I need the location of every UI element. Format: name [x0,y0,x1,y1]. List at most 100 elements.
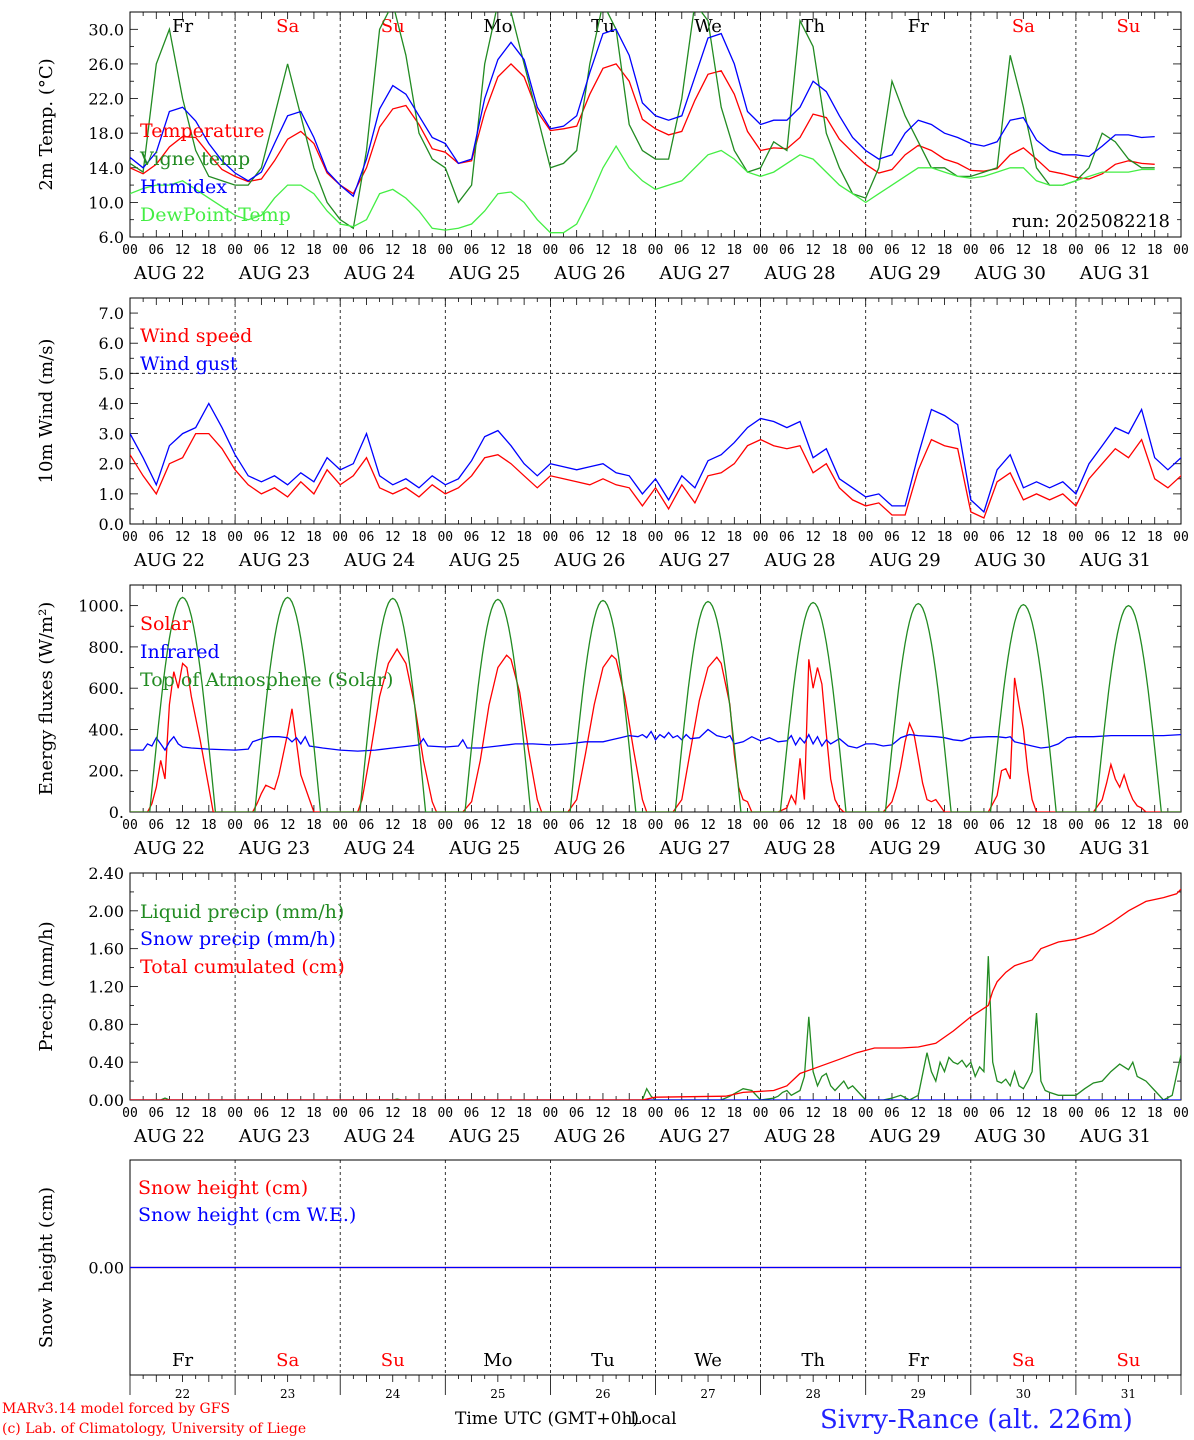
hour-tick-label: 18 [306,818,322,833]
hour-tick-label: 00 [1068,530,1084,545]
hour-tick-label: 06 [359,1106,375,1121]
day-number: 22 [175,1387,190,1401]
hour-tick-label: 06 [148,1106,164,1121]
hour-tick-label: 12 [700,1106,716,1121]
hour-tick-label: 18 [411,818,427,833]
y-tick-label: 0.00 [88,1259,124,1278]
y-tick-label: 26.0 [88,55,124,74]
series-temperature [130,62,1155,195]
date-label: AUG 26 [553,550,625,571]
hour-tick-label: 12 [175,530,191,545]
series-vigne-temp [130,12,1155,230]
hour-tick-label: 18 [937,818,953,833]
day-number: 31 [1121,1387,1136,1401]
hour-tick-label: 12 [490,1106,506,1121]
y-axis-title: Snow height (cm) [36,1187,57,1348]
hour-tick-label: 12 [700,243,716,258]
date-label: AUG 27 [658,550,730,571]
hour-tick-label: 06 [1094,1106,1110,1121]
hour-tick-label: 00 [963,530,979,545]
hour-tick-label: 00 [332,243,348,258]
hour-tick-label: 06 [779,1106,795,1121]
hour-tick-label: 00 [437,1106,453,1121]
weekday-label: Su [1116,1350,1140,1371]
weekday-label: Su [381,1350,405,1371]
y-tick-label: 30.0 [88,20,124,39]
hour-tick-label: 06 [674,243,690,258]
weekday-label: Mo [483,16,512,37]
hour-tick-label: 06 [359,530,375,545]
date-label: AUG 31 [1079,838,1151,859]
hour-tick-label: 12 [1016,1106,1032,1121]
date-label: AUG 26 [553,1126,625,1147]
y-tick-label: 2.40 [88,864,124,883]
hour-tick-label: 18 [621,243,637,258]
hour-tick-label: 18 [1042,818,1058,833]
hour-tick-label: 18 [411,243,427,258]
hour-tick-label: 18 [306,530,322,545]
hour-tick-label: 06 [1094,243,1110,258]
legend-entry: Snow height (cm) [138,1177,308,1199]
y-axis-title: 10m Wind (m/s) [36,339,57,484]
hour-tick-label: 12 [490,530,506,545]
hour-tick-label: 00 [437,818,453,833]
hour-tick-label: 12 [805,243,821,258]
hour-tick-label: 12 [805,818,821,833]
hour-tick-label: 00 [648,530,664,545]
hour-tick-label: 00 [858,243,874,258]
panel-4: 00 06 12 18 AUG 22 00 06 12 18 AUG 23 00 06 12 18 AUG … [36,864,1189,1147]
date-label: AUG 25 [448,263,520,284]
hour-tick-label: 06 [674,1106,690,1121]
hour-tick-label: 18 [937,1106,953,1121]
series-total-cumulated-cm- [130,888,1181,1100]
y-tick-label: 2.0 [99,455,124,474]
hour-tick-label: 06 [779,818,795,833]
date-label: AUG 29 [869,838,941,859]
hour-tick-label: 18 [201,243,217,258]
legend-entry: Wind speed [140,325,252,347]
hour-tick-label: 12 [175,818,191,833]
weekday-label: We [694,1350,722,1371]
panel-5: Fr Sa Su Mo Tu We Th Fr Sa Su 22 23 24 25 26 27 28 29 30 31… [36,1159,1182,1401]
date-label: AUG 30 [974,838,1046,859]
date-label: AUG 31 [1079,550,1151,571]
hour-tick-label: 00 [332,530,348,545]
hour-tick-label: 18 [726,530,742,545]
y-tick-label: 0.00 [88,1091,124,1110]
date-label: AUG 25 [448,1126,520,1147]
hour-tick-label: 00 [227,243,243,258]
day-number: 27 [700,1387,715,1401]
hour-tick-label: 12 [700,818,716,833]
hour-tick-label: 00 [648,818,664,833]
hour-tick-label: 00 [227,818,243,833]
hour-tick-label: 00 [858,530,874,545]
hour-tick-label: 12 [385,243,401,258]
hour-tick-label: 06 [989,1106,1005,1121]
hour-tick-label: 06 [569,243,585,258]
hour-tick-label: 06 [254,818,270,833]
hour-tick-label: 12 [910,818,926,833]
hour-tick-label: 12 [280,818,296,833]
credit-line-2: (c) Lab. of Climatology, University of L… [2,1421,306,1437]
hour-tick-label: 06 [254,243,270,258]
x-axis-label-local: Local [630,1409,677,1429]
y-tick-label: 22.0 [88,90,124,109]
weekday-label: Sa [276,16,299,37]
weekday-label: Sa [276,1350,299,1371]
hour-tick-label: 00 [1068,1106,1084,1121]
hour-tick-label: 18 [1147,530,1163,545]
series-humidex [130,28,1155,198]
date-label: AUG 30 [974,550,1046,571]
hour-tick-label: 00 [963,818,979,833]
hour-tick-label: 06 [359,818,375,833]
date-label: AUG 22 [133,263,205,284]
hour-tick-label: 06 [148,243,164,258]
hour-tick-label: 00 [1173,243,1189,258]
hour-tick-label: 12 [595,530,611,545]
hour-tick-label: 12 [490,818,506,833]
weekday-label: Th [801,1350,825,1371]
hour-tick-label: 06 [254,1106,270,1121]
hour-tick-label: 06 [569,530,585,545]
date-label: AUG 28 [763,550,835,571]
